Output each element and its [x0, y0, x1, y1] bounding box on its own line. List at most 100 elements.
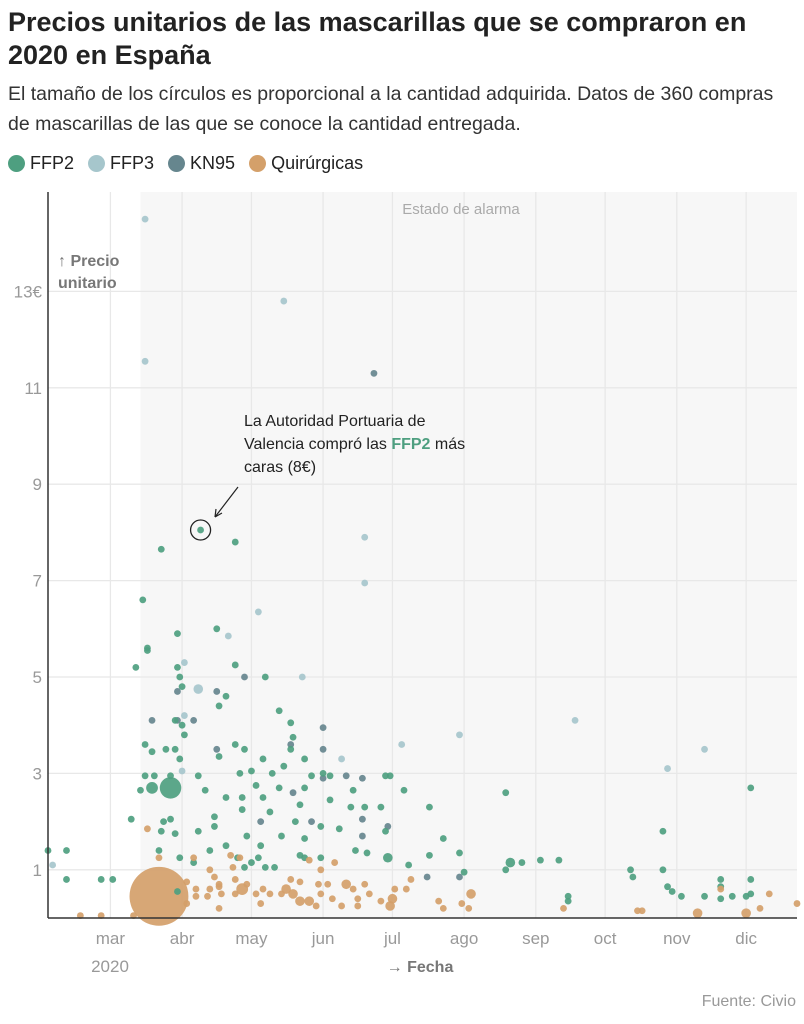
point-ffp2 — [159, 777, 182, 799]
point-ffp3 — [49, 861, 57, 869]
point-ffp2 — [155, 847, 163, 854]
point-ffp2 — [259, 794, 267, 801]
point-quirurgica — [304, 896, 315, 906]
point-ffp2 — [171, 830, 179, 838]
point-ffp3 — [338, 755, 345, 763]
point-quirurgica — [259, 885, 267, 893]
shaded-region — [140, 192, 798, 918]
point-quirurgica — [192, 885, 200, 893]
point-ffp2 — [254, 854, 262, 862]
point-ffp2 — [141, 741, 149, 748]
point-ffp3 — [193, 684, 204, 694]
point-ffp2 — [296, 801, 304, 809]
point-ffp3 — [280, 297, 288, 305]
x-tick-label: abr — [170, 929, 195, 948]
point-ffp2 — [266, 808, 274, 816]
point-quirurgica — [377, 897, 385, 905]
point-quirurgica — [391, 885, 399, 893]
point-quirurgica — [211, 873, 218, 881]
y-axis-title-line1: ↑ Precio — [58, 253, 120, 270]
point-ffp2 — [176, 854, 184, 862]
point-ffp2 — [174, 663, 181, 671]
point-ffp2 — [231, 538, 239, 546]
source-note: Fuente: Civio — [701, 993, 796, 1010]
point-quirurgica — [287, 876, 295, 883]
shaded-region-label: Estado de alarma — [402, 201, 520, 218]
point-ffp2 — [287, 745, 295, 753]
point-quirurgica — [217, 890, 225, 898]
point-quirurgica — [266, 890, 274, 898]
point-ffp3 — [571, 716, 579, 724]
point-quirurgica — [183, 878, 191, 886]
y-axis-title-line2: unitario — [58, 275, 117, 292]
point-ffp2 — [505, 857, 516, 868]
point-ffp2 — [386, 772, 394, 780]
legend-swatch-quirurgicas — [249, 155, 267, 172]
point-ffp2 — [222, 794, 230, 801]
point-ffp2 — [174, 888, 181, 895]
point-quirurgica — [278, 890, 285, 898]
point-ffp2 — [349, 786, 357, 794]
annotation: La Autoridad Portuaria de Valencia compr… — [189, 413, 465, 541]
point-ffp2 — [127, 815, 135, 823]
point-quirurgica — [215, 880, 223, 888]
point-kn95 — [308, 818, 315, 825]
point-ffp2 — [176, 755, 184, 763]
point-quirurgica — [361, 880, 369, 888]
point-quirurgica — [206, 885, 214, 893]
point-ffp2 — [377, 803, 385, 811]
annotation-line2: Valencia compró las FFP2 más — [244, 436, 465, 453]
point-quirurgica — [227, 851, 235, 859]
point-ffp2 — [167, 772, 174, 780]
point-ffp2 — [287, 719, 295, 727]
point-kn95 — [319, 724, 327, 732]
point-kn95 — [342, 772, 350, 780]
legend-item-kn95: KN95 — [168, 153, 235, 174]
point-ffp2 — [728, 892, 736, 900]
x-tick-label: nov — [663, 929, 691, 948]
point-quirurgica — [560, 904, 567, 912]
point-kn95 — [358, 774, 366, 782]
point-ffp2 — [252, 782, 260, 789]
point-ffp2 — [382, 827, 389, 835]
x-tick-label: dic — [735, 929, 757, 948]
point-ffp2 — [291, 818, 299, 825]
point-ffp2 — [63, 847, 70, 854]
point-ffp3 — [178, 767, 186, 775]
x-tick-label: jun — [311, 929, 335, 948]
point-quirurgica — [439, 904, 447, 912]
point-ffp3 — [224, 632, 232, 640]
point-quirurgica — [183, 900, 191, 907]
point-ffp2 — [215, 702, 223, 710]
point-ffp2 — [190, 859, 198, 866]
point-quirurgica — [458, 900, 466, 907]
y-tick-label: 5 — [33, 668, 42, 687]
point-quirurgica — [129, 866, 189, 926]
point-ffp2 — [717, 876, 725, 883]
point-kn95 — [257, 818, 265, 825]
point-ffp3 — [664, 765, 671, 772]
point-ffp2 — [405, 861, 413, 869]
point-ffp2 — [171, 716, 179, 724]
point-ffp2 — [248, 767, 255, 775]
point-ffp2 — [280, 762, 288, 770]
point-quirurgica — [215, 904, 223, 912]
point-ffp2 — [335, 825, 343, 833]
point-ffp2 — [231, 741, 239, 748]
annotation-text: Valencia compró las — [244, 436, 391, 453]
point-ffp2 — [502, 789, 510, 797]
point-ffp2 — [536, 856, 544, 864]
point-ffp2 — [241, 745, 248, 753]
point-ffp2 — [564, 892, 572, 900]
point-ffp2 — [701, 892, 708, 900]
point-ffp3 — [398, 741, 406, 748]
point-quirurgica — [338, 902, 345, 910]
point-quirurgica — [190, 854, 198, 862]
point-ffp2 — [132, 663, 140, 671]
point-quirurgica — [349, 885, 357, 893]
point-quirurgica — [402, 885, 410, 893]
point-ffp2 — [236, 770, 244, 777]
point-kn95 — [213, 745, 221, 753]
annotation-line3: caras (8€) — [244, 459, 316, 476]
